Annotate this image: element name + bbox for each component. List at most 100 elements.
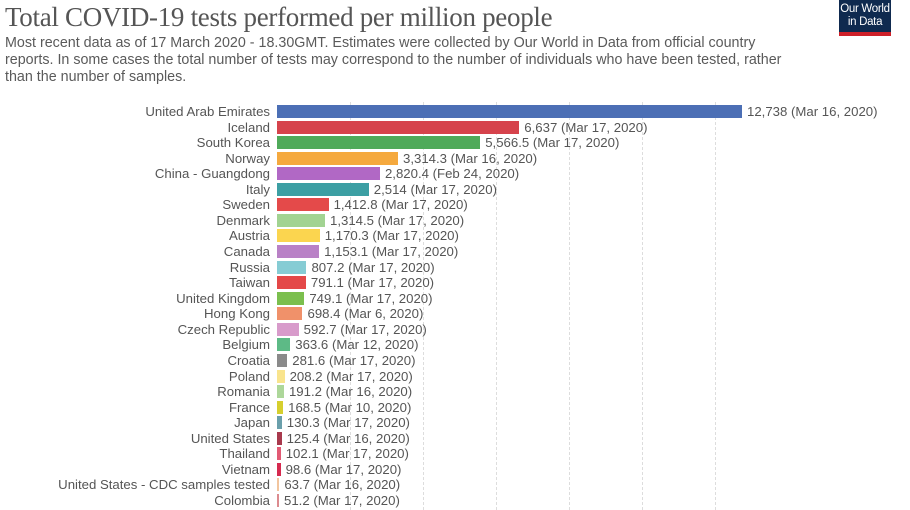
bar[interactable] xyxy=(277,182,369,196)
value-label: 63.7 (Mar 16, 2020) xyxy=(284,477,401,493)
bar[interactable] xyxy=(277,276,306,290)
bar[interactable] xyxy=(277,369,285,383)
bar-row[interactable]: Thailand 102.1 (Mar 17, 2020) xyxy=(0,446,910,461)
value-number: 1,170.3 xyxy=(324,228,369,244)
category-label: Japan xyxy=(234,415,270,431)
value-label: 6,637 (Mar 17, 2020) xyxy=(524,119,648,135)
bar-row[interactable]: Austria 1,170.3 (Mar 17, 2020) xyxy=(0,228,910,243)
value-number: 125.4 xyxy=(286,430,320,446)
bar[interactable] xyxy=(277,213,325,227)
bar-row[interactable]: Canada 1,153.1 (Mar 17, 2020) xyxy=(0,244,910,259)
bar[interactable] xyxy=(277,198,329,212)
bar[interactable] xyxy=(277,447,281,461)
bar-row[interactable]: Sweden 1,412.8 (Mar 17, 2020) xyxy=(0,197,910,212)
bar[interactable] xyxy=(277,431,282,445)
logo-line-1: Our World xyxy=(840,3,890,15)
value-date: Mar 17, 2020 xyxy=(333,352,412,368)
bar-row[interactable]: Czech Republic 592.7 (Mar 17, 2020) xyxy=(0,322,910,337)
category-label: Vietnam xyxy=(221,461,270,477)
bar[interactable] xyxy=(277,291,305,305)
value-label: 125.4 (Mar 16, 2020) xyxy=(286,430,410,446)
value-date: Mar 17, 2020 xyxy=(414,181,493,197)
bar-row[interactable]: Italy 2,514 (Mar 17, 2020) xyxy=(0,182,910,197)
value-number: 807.2 xyxy=(311,259,345,275)
bar[interactable] xyxy=(277,229,320,243)
owid-logo[interactable]: Our World in Data xyxy=(839,0,891,36)
bar-row[interactable]: South Korea 5,566.5 (Mar 17, 2020) xyxy=(0,135,910,150)
bar-row[interactable]: France 168.5 (Mar 10, 2020) xyxy=(0,400,910,415)
value-number: 2,820.4 xyxy=(384,166,429,182)
bar-row[interactable]: Poland 208.2 (Mar 17, 2020) xyxy=(0,369,910,384)
gridline xyxy=(350,102,351,510)
category-label: Colombia xyxy=(214,493,270,508)
bar[interactable] xyxy=(277,105,742,118)
category-label: Romania xyxy=(217,384,270,400)
value-number: 102.1 xyxy=(285,446,319,462)
bar[interactable] xyxy=(277,385,284,399)
bar[interactable] xyxy=(277,494,279,507)
bar[interactable] xyxy=(277,416,282,430)
value-date: Mar 17, 2020 xyxy=(330,368,409,384)
category-label: Canada xyxy=(223,244,270,260)
value-number: 698.4 xyxy=(307,306,341,322)
bar[interactable] xyxy=(277,245,320,259)
bar[interactable] xyxy=(277,260,307,274)
bar-row[interactable]: Taiwan 791.1 (Mar 17, 2020) xyxy=(0,275,910,290)
value-label: 168.5 (Mar 10, 2020) xyxy=(288,399,412,415)
value-number: 592.7 xyxy=(303,321,337,337)
bar-row[interactable]: United Kingdom 749.1 (Mar 17, 2020) xyxy=(0,291,910,306)
bar[interactable] xyxy=(277,353,288,367)
gridline xyxy=(423,102,424,510)
bar[interactable] xyxy=(277,322,299,336)
bar-row[interactable]: Croatia 281.6 (Mar 17, 2020) xyxy=(0,353,910,368)
bar-row[interactable]: Japan 130.3 (Mar 17, 2020) xyxy=(0,415,910,430)
bar-row[interactable]: United States - CDC samples tested 63.7 (… xyxy=(0,477,910,492)
bar-row[interactable]: Romania 191.2 (Mar 16, 2020) xyxy=(0,384,910,399)
bar[interactable] xyxy=(277,338,291,352)
bar-row[interactable]: United States 125.4 (Mar 16, 2020) xyxy=(0,431,910,446)
bar-row[interactable]: Iceland 6,637 (Mar 17, 2020) xyxy=(0,120,910,135)
value-number: 51.2 xyxy=(284,493,310,508)
value-number: 208.2 xyxy=(289,368,323,384)
value-number: 2,514 xyxy=(373,181,407,197)
category-label: Denmark xyxy=(216,212,271,228)
bar-row[interactable]: United Arab Emirates 12,738 (Mar 16, 2020… xyxy=(0,104,910,119)
chart-title: Total COVID-19 tests performed per milli… xyxy=(5,2,553,32)
bar-row[interactable]: Denmark 1,314.5 (Mar 17, 2020) xyxy=(0,213,910,228)
category-label: Belgium xyxy=(222,337,270,353)
bar[interactable] xyxy=(277,478,280,492)
category-label: Russia xyxy=(229,259,270,275)
value-date: Mar 17, 2020 xyxy=(537,135,615,151)
bar[interactable] xyxy=(277,400,284,414)
bar-row[interactable]: Colombia 51.2 (Mar 17, 2020) xyxy=(0,493,910,508)
value-number: 3,314.3 xyxy=(402,150,447,166)
bar-row[interactable]: Belgium 363.6 (Mar 12, 2020) xyxy=(0,337,910,352)
value-date: Mar 17, 2020 xyxy=(352,259,431,275)
value-date: Mar 16, 2020 xyxy=(327,430,406,446)
value-date: Mar 17, 2020 xyxy=(376,228,455,244)
bar[interactable] xyxy=(277,120,520,134)
gridline xyxy=(715,102,716,510)
bar[interactable] xyxy=(277,167,380,181)
value-label: 3,314.3 (Mar 16, 2020) xyxy=(402,150,538,166)
bar[interactable] xyxy=(277,462,281,476)
bar[interactable] xyxy=(277,151,398,165)
value-number: 749.1 xyxy=(309,290,343,306)
value-date: Mar 17, 2020 xyxy=(382,212,460,228)
value-label: 208.2 (Mar 17, 2020) xyxy=(289,368,413,384)
bar-row[interactable]: Russia 807.2 (Mar 17, 2020) xyxy=(0,260,910,275)
category-label: United States - CDC samples tested xyxy=(58,477,270,493)
value-date: Mar 6, 2020 xyxy=(348,306,419,322)
value-number: 98.6 xyxy=(285,461,312,477)
category-label: United States xyxy=(190,430,270,446)
value-date: Mar 16, 2020 xyxy=(455,150,533,166)
category-label: United Kingdom xyxy=(176,290,270,306)
bar-row[interactable]: China - Guangdong 2,820.4 (Feb 24, 2020) xyxy=(0,166,910,181)
bar[interactable] xyxy=(277,136,481,150)
chart-subtitle: Most recent data as of 17 March 2020 - 1… xyxy=(5,35,782,85)
bar[interactable] xyxy=(277,307,303,321)
bar-row[interactable]: Vietnam 98.6 (Mar 17, 2020) xyxy=(0,462,910,477)
bar-row[interactable]: Hong Kong 698.4 (Mar 6, 2020) xyxy=(0,306,910,321)
bar-row[interactable]: Norway 3,314.3 (Mar 16, 2020) xyxy=(0,151,910,166)
category-label: Italy xyxy=(245,181,270,197)
